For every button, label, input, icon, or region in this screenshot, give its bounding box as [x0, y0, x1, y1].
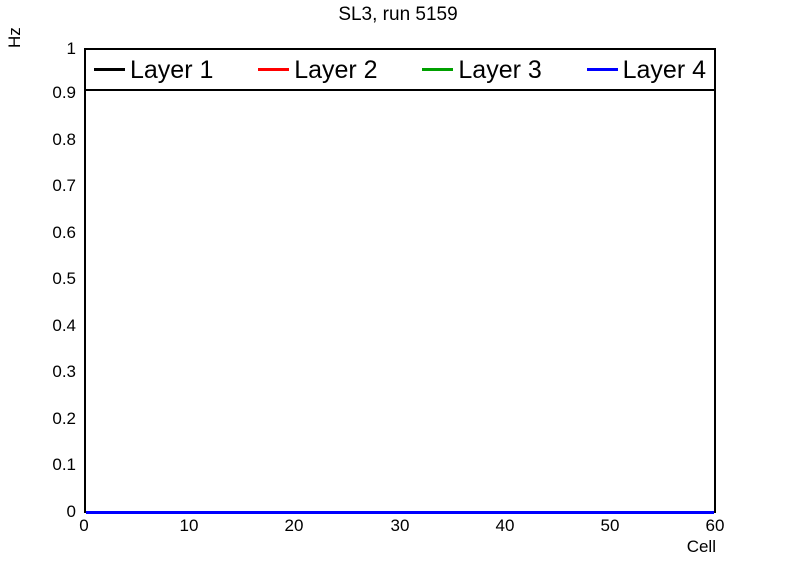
x-tick-label: 40 — [495, 516, 515, 535]
legend-entry-layer-4[interactable]: Layer 4 — [586, 55, 706, 84]
legend-swatch-icon — [94, 68, 125, 71]
y-tick-label: 1 — [66, 39, 76, 58]
y-tick-label: 0.3 — [52, 362, 76, 381]
x-axis-title: Cell — [686, 537, 716, 556]
series-line-layer-4 — [86, 511, 714, 514]
legend-swatch-icon — [422, 68, 454, 71]
y-tick-label: 0.7 — [52, 176, 76, 195]
legend-swatch-icon — [586, 68, 618, 71]
legend-entry-layer-3[interactable]: Layer 3 — [422, 55, 542, 84]
legend-entry-layer-2[interactable]: Layer 2 — [258, 55, 378, 84]
legend-label: Layer 4 — [622, 55, 706, 84]
x-tick-label: 50 — [600, 516, 620, 535]
x-tick-label: 60 — [705, 516, 725, 535]
x-tick-label: 0 — [79, 516, 89, 535]
y-tick-label: 0.6 — [52, 223, 76, 242]
legend-label: Layer 2 — [294, 55, 378, 84]
y-tick-label: 0.5 — [52, 269, 76, 288]
y-tick-label: 0.9 — [52, 83, 76, 102]
legend-swatch-icon — [258, 68, 290, 71]
plot-frame — [84, 48, 716, 513]
y-tick-label: 0.1 — [52, 455, 76, 474]
x-tick-label: 10 — [179, 516, 199, 535]
x-tick-label: 20 — [284, 516, 304, 535]
legend-label: Layer 3 — [458, 55, 542, 84]
legend-entry-layer-1[interactable]: Layer 1 — [94, 56, 213, 84]
y-tick-label: 0.2 — [52, 409, 76, 428]
y-tick-label: 0.8 — [52, 130, 76, 149]
legend-label: Layer 1 — [130, 55, 214, 84]
y-tick-label: 0 — [66, 502, 76, 521]
x-tick-label: 30 — [390, 516, 410, 535]
y-tick-label: 0.4 — [52, 316, 76, 335]
legend: Layer 1 Layer 2 Layer 3 Layer 4 — [84, 48, 716, 91]
page-title: SL3, run 5159 — [338, 4, 458, 25]
